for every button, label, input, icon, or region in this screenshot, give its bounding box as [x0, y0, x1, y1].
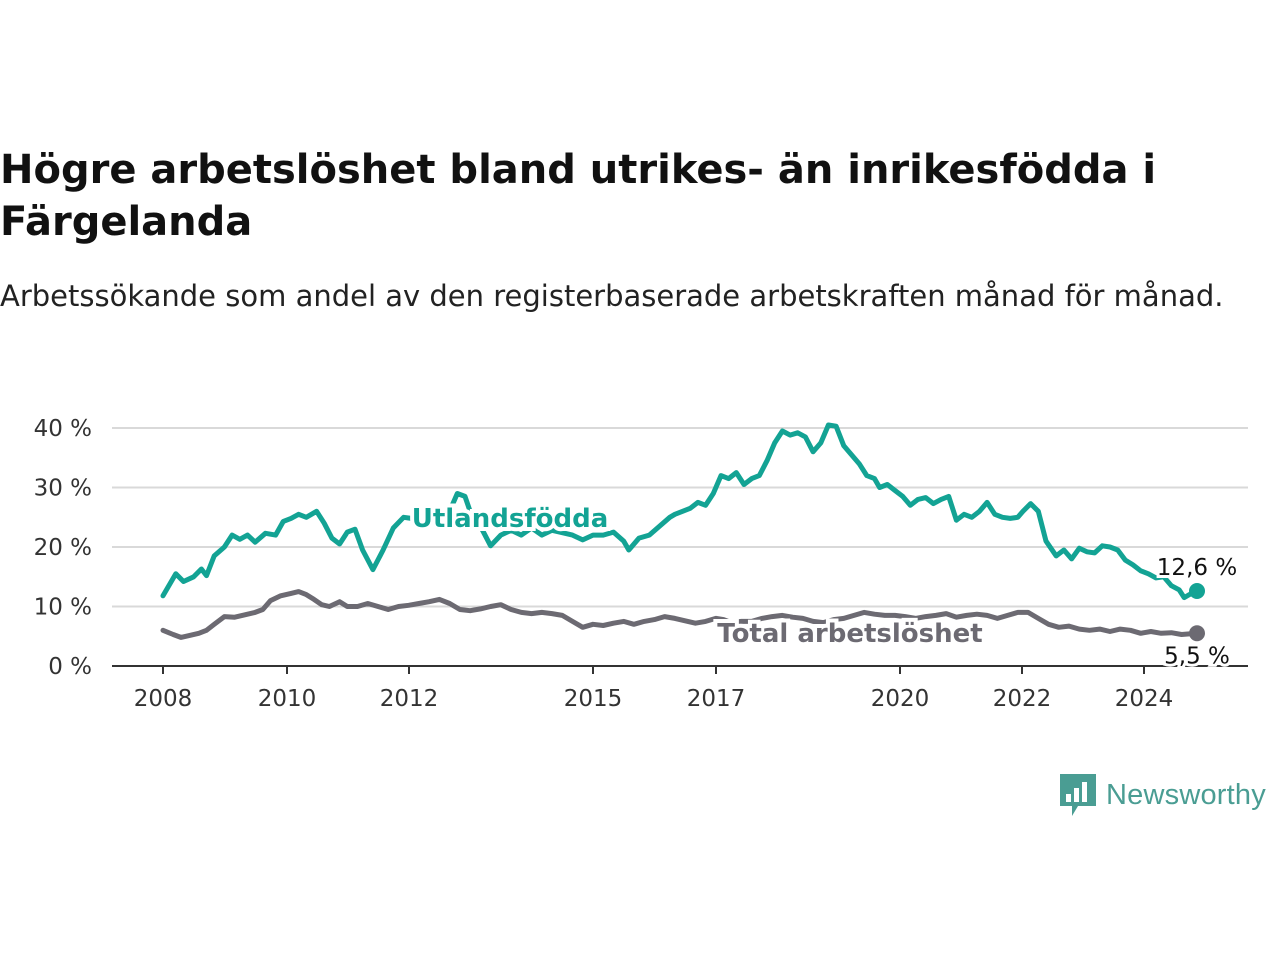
series-line-utlandsfodda: [160, 422, 1200, 601]
x-tick-label: 2020: [871, 686, 930, 712]
y-tick-label: 40 %: [34, 416, 92, 442]
x-tick-label: 2015: [564, 686, 623, 712]
y-tick-label: 10 %: [34, 595, 92, 621]
series-end-label: 12,6 %: [1157, 555, 1237, 581]
x-tick-label: 2022: [993, 686, 1052, 712]
x-tick-label: 2010: [258, 686, 317, 712]
y-tick-label: 0 %: [48, 654, 92, 680]
series-line-total: [160, 589, 1200, 640]
y-tick-label: 30 %: [34, 476, 92, 502]
chart-title: Högre arbetslöshet bland utrikes- än inr…: [0, 147, 1157, 245]
series-name-label: Total arbetslöshet: [717, 619, 982, 649]
line-chart: 0 % 10 % 20 % 30 % 40 % 2008 2010 2012 2015 2017…: [34, 416, 1248, 712]
newsworthy-logo: Newsworthy: [1058, 772, 1266, 818]
x-tick-label: 2012: [380, 686, 439, 712]
series-lines: [160, 422, 1205, 642]
y-tick-label: 20 %: [34, 535, 92, 561]
series-end-dot: [1189, 625, 1205, 642]
series-name-label: Utlandsfödda: [412, 504, 609, 534]
chart-subtitle: Arbetssökande som andel av den registerb…: [0, 279, 1224, 313]
series-end-dot: [1189, 583, 1205, 600]
x-axis-ticks: 2008 2010 2012 2015 2017 2020 2022 2024: [134, 666, 1174, 712]
gridlines: [112, 427, 1248, 667]
x-tick-label: 2008: [134, 686, 193, 712]
bar-chart-speech-bubble-icon: [1060, 774, 1096, 816]
series-end-label: 5,5 %: [1164, 643, 1230, 669]
series-labels: 12,6 % 5,5 % Utlandsfödda Total arbetslöshe…: [408, 500, 1240, 672]
y-axis-ticks: 0 % 10 % 20 % 30 % 40 %: [34, 416, 92, 680]
brand-name: Newsworthy: [1106, 778, 1266, 811]
x-tick-label: 2017: [687, 686, 746, 712]
x-tick-label: 2024: [1115, 686, 1174, 712]
